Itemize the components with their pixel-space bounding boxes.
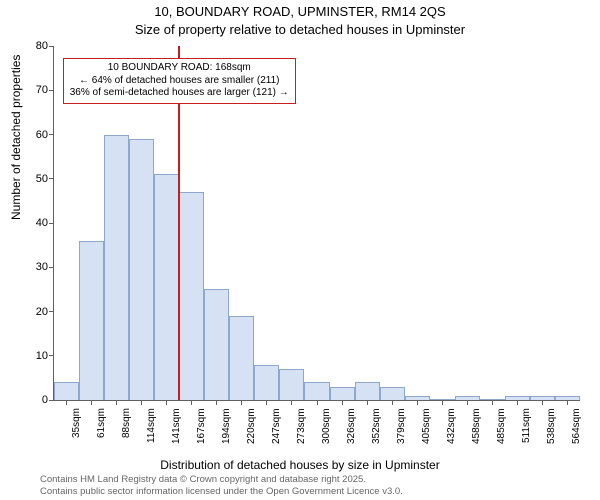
histogram-bar <box>279 369 304 400</box>
histogram-bar <box>254 365 279 400</box>
x-tick-label: 273sqm <box>296 408 307 444</box>
y-tick-label: 30 <box>24 261 48 273</box>
histogram-bar <box>380 387 405 400</box>
y-tick-label: 20 <box>24 306 48 318</box>
y-axis-label: Number of detached properties <box>9 55 23 220</box>
y-tick-label: 60 <box>24 129 48 141</box>
x-tick-label: 564sqm <box>571 408 582 444</box>
x-tick-label: 485sqm <box>496 408 507 444</box>
x-tick <box>342 400 343 405</box>
histogram-bar <box>129 139 154 400</box>
x-tick <box>392 400 393 405</box>
x-tick <box>141 400 142 405</box>
histogram-bar <box>330 387 355 400</box>
histogram-bar <box>229 316 254 400</box>
x-tick-label: 326sqm <box>346 408 357 444</box>
credits: Contains HM Land Registry data © Crown c… <box>40 474 403 498</box>
x-tick-label: 247sqm <box>271 408 282 444</box>
x-tick <box>317 400 318 405</box>
x-tick-label: 458sqm <box>471 408 482 444</box>
x-tick <box>291 400 292 405</box>
y-tick-label: 0 <box>24 394 48 406</box>
x-tick <box>492 400 493 405</box>
x-tick-label: 35sqm <box>71 408 82 438</box>
annotation-line2: ← 64% of detached houses are smaller (21… <box>70 75 289 88</box>
histogram-bar <box>204 289 229 400</box>
x-tick-label: 194sqm <box>221 408 232 444</box>
x-tick-label: 167sqm <box>196 408 207 444</box>
x-tick-label: 61sqm <box>96 408 107 438</box>
x-tick-label: 379sqm <box>396 408 407 444</box>
y-tick-label: 10 <box>24 350 48 362</box>
x-axis-label: Distribution of detached houses by size … <box>0 458 600 472</box>
x-tick-label: 405sqm <box>421 408 432 444</box>
y-tick-label: 80 <box>24 40 48 52</box>
y-tick-label: 70 <box>24 84 48 96</box>
x-tick <box>216 400 217 405</box>
x-tick-label: 511sqm <box>521 408 532 443</box>
title-line2: Size of property relative to detached ho… <box>0 22 600 37</box>
x-tick <box>166 400 167 405</box>
annotation-line1: 10 BOUNDARY ROAD: 168sqm <box>70 62 289 75</box>
histogram-bar <box>104 135 129 401</box>
histogram-bar <box>79 241 104 400</box>
y-axis <box>53 46 54 400</box>
x-tick <box>191 400 192 405</box>
x-tick-label: 300sqm <box>321 408 332 444</box>
x-tick <box>266 400 267 405</box>
x-tick <box>417 400 418 405</box>
credit-line1: Contains HM Land Registry data © Crown c… <box>40 474 403 486</box>
y-tick-label: 40 <box>24 217 48 229</box>
title-line1: 10, BOUNDARY ROAD, UPMINSTER, RM14 2QS <box>0 4 600 19</box>
x-tick <box>116 400 117 405</box>
histogram-bar <box>179 192 204 400</box>
histogram-bar <box>154 174 179 400</box>
x-tick-label: 538sqm <box>546 408 557 444</box>
histogram-bar <box>54 382 79 400</box>
x-tick <box>567 400 568 405</box>
x-tick <box>442 400 443 405</box>
histogram-bar <box>304 382 329 400</box>
x-tick <box>367 400 368 405</box>
annotation-line3: 36% of semi-detached houses are larger (… <box>70 87 289 100</box>
x-tick-label: 220sqm <box>246 408 257 444</box>
x-tick <box>517 400 518 405</box>
y-tick-label: 50 <box>24 173 48 185</box>
plot-area: 0102030405060708035sqm61sqm88sqm114sqm14… <box>54 46 580 400</box>
x-tick <box>66 400 67 405</box>
histogram-bar <box>355 382 380 400</box>
x-tick <box>542 400 543 405</box>
x-tick <box>241 400 242 405</box>
x-tick-label: 352sqm <box>371 408 382 444</box>
x-tick <box>91 400 92 405</box>
x-tick-label: 114sqm <box>146 408 157 443</box>
x-tick-label: 141sqm <box>171 408 182 444</box>
x-tick-label: 88sqm <box>121 408 132 438</box>
chart-container: 10, BOUNDARY ROAD, UPMINSTER, RM14 2QS S… <box>0 0 600 500</box>
credit-line2: Contains public sector information licen… <box>40 486 403 498</box>
x-tick-label: 432sqm <box>446 408 457 444</box>
x-tick <box>467 400 468 405</box>
annotation-box: 10 BOUNDARY ROAD: 168sqm← 64% of detache… <box>63 58 296 104</box>
